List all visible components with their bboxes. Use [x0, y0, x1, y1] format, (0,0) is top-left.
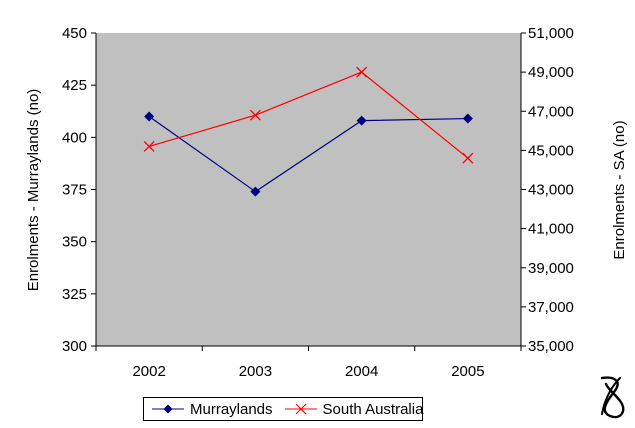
y-right-tick-label: 51,000: [528, 25, 574, 42]
x-ticks: 2002 2003 2004 2005: [95, 346, 522, 380]
y-axis-right-title: Enrolments - SA (no): [611, 120, 628, 259]
x-tick-label: 2004: [345, 363, 378, 380]
data-point-marker: [462, 152, 474, 164]
y-left-tick-label: 375: [62, 182, 87, 199]
legend-label-south-australia: South Australia: [322, 400, 424, 418]
data-point-marker: [249, 109, 261, 121]
data-point-marker: [356, 66, 368, 78]
legend-swatch-south-australia: [284, 403, 317, 415]
y-right-tick-label: 49,000: [528, 64, 574, 81]
data-point-marker: [462, 113, 473, 124]
series-line-1: [148, 71, 469, 159]
legend-item-south-australia: South Australia: [283, 400, 424, 418]
y-right-tick-label: 45,000: [528, 142, 574, 159]
y-right-tick-label: 41,000: [528, 221, 574, 238]
legend-item-murraylands: Murraylands: [150, 401, 273, 418]
y-left-tick-label: 425: [62, 77, 87, 94]
y-left-tick-label: 450: [62, 25, 87, 42]
y-right-tick-label: 35,000: [528, 338, 574, 355]
series-layer: [143, 66, 474, 197]
series-line-0: [148, 115, 468, 193]
x-tick-label: 2005: [451, 363, 484, 380]
y-right-tick-label: 39,000: [528, 260, 574, 277]
y-left-tick-label: 325: [62, 286, 87, 303]
y-axis-left-title: Enrolments - Murraylands (no): [25, 89, 42, 292]
x-tick-label: 2002: [132, 363, 165, 380]
data-point-marker: [250, 186, 261, 197]
data-point-marker: [144, 111, 155, 122]
y-left-tick-label: 300: [62, 338, 87, 355]
y-right-tick-label: 47,000: [528, 103, 574, 120]
left-y-ticks: 300 325 350 375 400 425 450: [62, 25, 96, 355]
right-y-ticks: 35,000 37,000 39,000 41,000 43,000 45,000 47,0…: [521, 25, 574, 355]
y-left-tick-label: 350: [62, 234, 87, 251]
data-point-marker: [356, 115, 367, 126]
data-point-marker: [143, 141, 155, 152]
scribble-logo-icon: [600, 376, 625, 419]
plot-area: [96, 33, 521, 346]
legend: Murraylands South Australia: [143, 397, 423, 421]
y-left-tick-label: 400: [62, 129, 87, 146]
legend-swatch-murraylands: [152, 404, 184, 414]
legend-label-murraylands: Murraylands: [190, 400, 273, 418]
x-tick-label: 2003: [239, 363, 272, 380]
y-right-tick-label: 43,000: [528, 182, 574, 199]
y-right-tick-label: 37,000: [528, 299, 574, 316]
